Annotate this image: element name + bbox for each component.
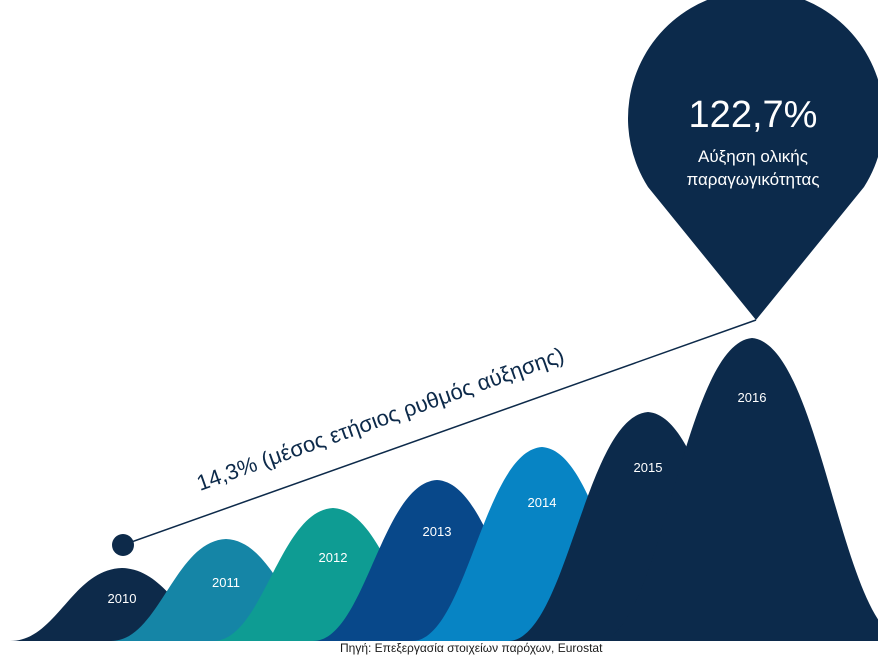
peaks-group: 2010 2011 2012 2013 2014 2015 2016: [10, 338, 878, 641]
year-label-2012: 2012: [319, 550, 348, 565]
source-note: Πηγή: Επεξεργασία στοιχείων παρόχων, Eur…: [340, 641, 603, 655]
year-label-2011: 2011: [212, 575, 240, 590]
callout-caption-line2: παραγωγικότητας: [686, 170, 819, 189]
callout-value: 122,7%: [689, 94, 818, 136]
year-label-2014: 2014: [528, 495, 557, 510]
trend-line: [122, 319, 757, 546]
peak-2016: [597, 338, 878, 641]
year-label-2010: 2010: [108, 591, 137, 606]
year-label-2016: 2016: [738, 390, 767, 405]
callout-caption-line1: Αύξηση ολικής: [698, 147, 808, 166]
year-label-2013: 2013: [423, 524, 452, 539]
year-label-2015: 2015: [634, 460, 663, 475]
trend-start-dot: [112, 534, 134, 556]
callout-pin: [628, 0, 878, 320]
